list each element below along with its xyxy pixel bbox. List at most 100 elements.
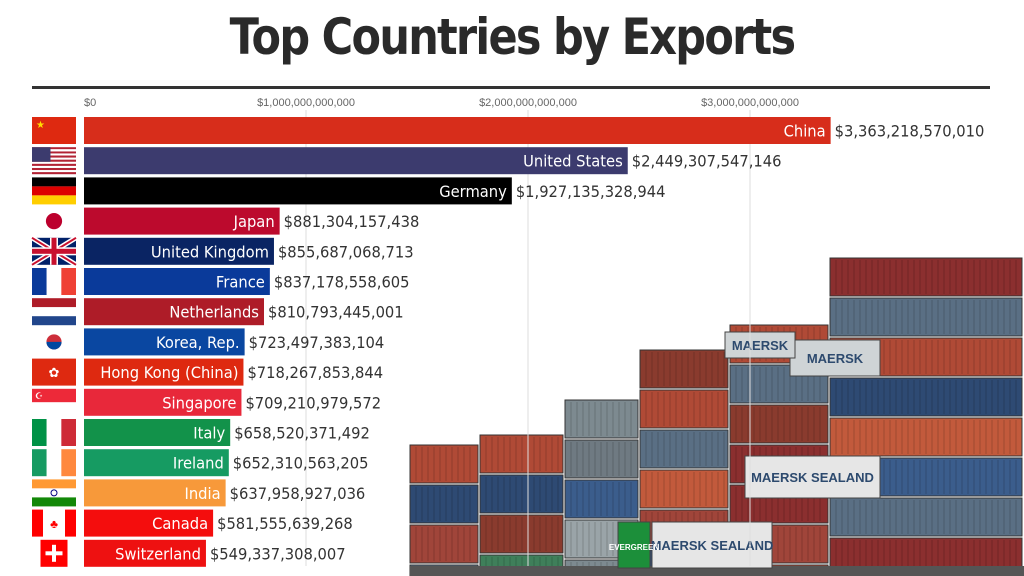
flag-china-icon: ★: [32, 117, 76, 144]
bar-label: Japan: [233, 213, 275, 232]
flag-ireland-icon: [32, 449, 76, 477]
value-label: $658,520,371,492: [234, 424, 370, 443]
flag-canada-icon: ♣: [32, 509, 76, 537]
bar-united-states: [84, 147, 628, 175]
container-panel: [651, 521, 773, 569]
bar-japan: [84, 207, 280, 235]
container-panel: [617, 521, 651, 569]
bar-label: Switzerland: [115, 545, 201, 564]
bar-china: [84, 117, 831, 144]
bar-label: Ireland: [173, 454, 224, 473]
value-label: $837,178,558,605: [274, 273, 410, 292]
value-label: $2,449,307,547,146: [632, 152, 782, 171]
shipping-container: [639, 469, 729, 509]
x-tick-label: $1,000,000,000,000: [257, 97, 355, 109]
bar-germany: [84, 177, 512, 205]
value-label: $881,304,157,438: [284, 213, 420, 232]
bar-india: [84, 479, 226, 507]
bar-label: China: [784, 122, 826, 141]
bar-row: Japan $881,304,157,438: [32, 207, 420, 235]
container-logo-text: MAERSK SEALAND: [751, 470, 874, 485]
shipping-container: [639, 349, 729, 389]
value-label: $1,927,135,328,944: [516, 182, 666, 201]
bar-row: Ireland $652,310,563,205: [32, 449, 369, 477]
svg-text:♣: ♣: [50, 517, 58, 531]
value-label: $723,497,383,104: [249, 333, 385, 352]
flag-usa-icon: [32, 147, 76, 175]
flag-switzerland-icon: [40, 539, 68, 567]
bar-row: India $637,958,927,036: [32, 479, 366, 507]
shipping-container: [829, 297, 1023, 337]
bar-italy: [84, 419, 231, 446]
chart-title: Top Countries by Exports: [229, 8, 796, 66]
bar-row: Germany $1,927,135,328,944: [32, 177, 666, 205]
flag-korea-icon: [32, 328, 76, 356]
bar-row: Italy $658,520,371,492: [32, 419, 370, 446]
bar-label: Italy: [193, 424, 225, 443]
container-logo-text: EVERGREEN: [609, 543, 659, 552]
bar-label: Korea, Rep.: [156, 333, 240, 352]
shipping-container: [409, 484, 479, 524]
container-logo-text: MAERSK SEALAND: [651, 538, 774, 553]
value-label: $718,267,853,844: [247, 364, 383, 383]
shipping-container: [639, 389, 729, 429]
shipping-container: [639, 429, 729, 469]
bar-row: United Kingdom $855,687,068,713: [30, 235, 414, 267]
bar-row: Switzerland $549,337,308,007: [40, 539, 346, 567]
bar-label: United Kingdom: [151, 243, 269, 262]
shipping-container: [829, 417, 1023, 457]
shipping-container: [729, 404, 829, 444]
bar-switzerland: [84, 539, 206, 567]
shipping-container: [479, 474, 564, 514]
bar-row: ☪ Singapore $709,210,979,572: [32, 388, 381, 416]
bar-ireland: [84, 449, 229, 477]
bar-label: Singapore: [162, 394, 236, 413]
container-panel: [744, 455, 881, 499]
bar-label: Germany: [439, 182, 507, 201]
bar-singapore: [84, 388, 242, 416]
shipping-container: [829, 377, 1023, 417]
flag-germany-icon: [32, 177, 76, 205]
value-label: $549,337,308,007: [210, 545, 346, 564]
bar-korea-rep-: [84, 328, 245, 356]
value-label: $810,793,445,001: [268, 303, 404, 322]
flag-japan-icon: [32, 207, 76, 235]
bar-row: United States $2,449,307,547,146: [32, 147, 782, 175]
value-label: $637,958,927,036: [230, 484, 366, 503]
svg-text:★: ★: [36, 120, 45, 131]
container-logo-text: MAERSK: [807, 351, 864, 366]
value-label: $709,210,979,572: [245, 394, 381, 413]
flag-netherlands-icon: [32, 298, 76, 326]
bar-united-kingdom: [84, 237, 274, 265]
ground: [410, 566, 1024, 576]
bar-hong-kong-china-: [84, 358, 244, 386]
container-logo-text: MAERSK: [732, 338, 789, 353]
bar-row: ★ China $3,363,218,570,010: [32, 117, 984, 144]
shipping-container: [829, 497, 1023, 537]
value-label: $855,687,068,713: [278, 243, 414, 262]
value-label: $652,310,563,205: [233, 454, 369, 473]
container-panel: [724, 331, 796, 359]
bar-label: France: [216, 273, 265, 292]
bar-label: India: [185, 484, 221, 503]
shipping-container: [479, 434, 564, 474]
x-tick-label: $3,000,000,000,000: [701, 97, 799, 109]
shipping-container: [409, 524, 479, 564]
container-panel: [789, 339, 881, 377]
bar-row: Netherlands $810,793,445,001: [32, 298, 404, 326]
bar-row: ♣ Canada $581,555,639,268: [32, 509, 353, 537]
svg-text:☪: ☪: [35, 391, 43, 401]
bar-label: Canada: [152, 515, 208, 534]
x-tick-label: $0: [84, 97, 96, 109]
flag-singapore-icon: ☪: [32, 388, 76, 416]
shipping-container: [829, 257, 1023, 297]
bar-row: France $837,178,558,605: [32, 268, 410, 295]
bar-label: Netherlands: [169, 303, 259, 322]
bar-netherlands: [84, 298, 264, 326]
bar-label: Hong Kong (China): [100, 364, 238, 383]
x-tick-label: $2,000,000,000,000: [479, 97, 577, 109]
flag-france-icon: [32, 268, 76, 295]
flag-italy-icon: [32, 419, 76, 446]
